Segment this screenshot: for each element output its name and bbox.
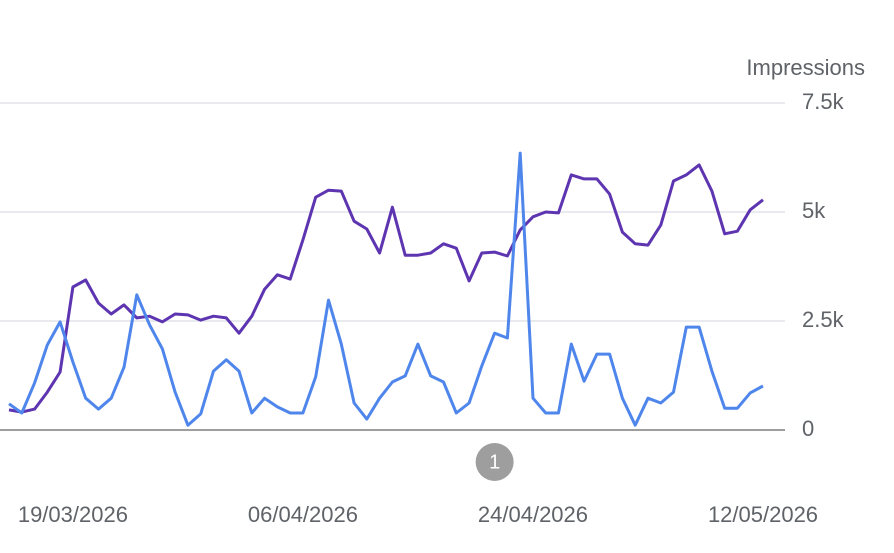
x-tick-label: 12/05/2026 [708,502,818,527]
y-axis-label: Impressions [746,55,865,80]
annotation-marker [475,443,514,481]
y-tick-label: 7.5k [802,89,845,114]
x-tick-label: 19/03/2026 [18,502,128,527]
y-tick-label: 2.5k [802,307,845,332]
x-tick-label: 24/04/2026 [478,502,588,527]
series-line [8,151,764,427]
x-tick-label: 06/04/2026 [248,502,358,527]
series-line [8,163,764,414]
annotation-label: 1 [489,451,500,473]
y-tick-label: 5k [802,198,826,223]
y-tick-label: 0 [802,416,814,441]
